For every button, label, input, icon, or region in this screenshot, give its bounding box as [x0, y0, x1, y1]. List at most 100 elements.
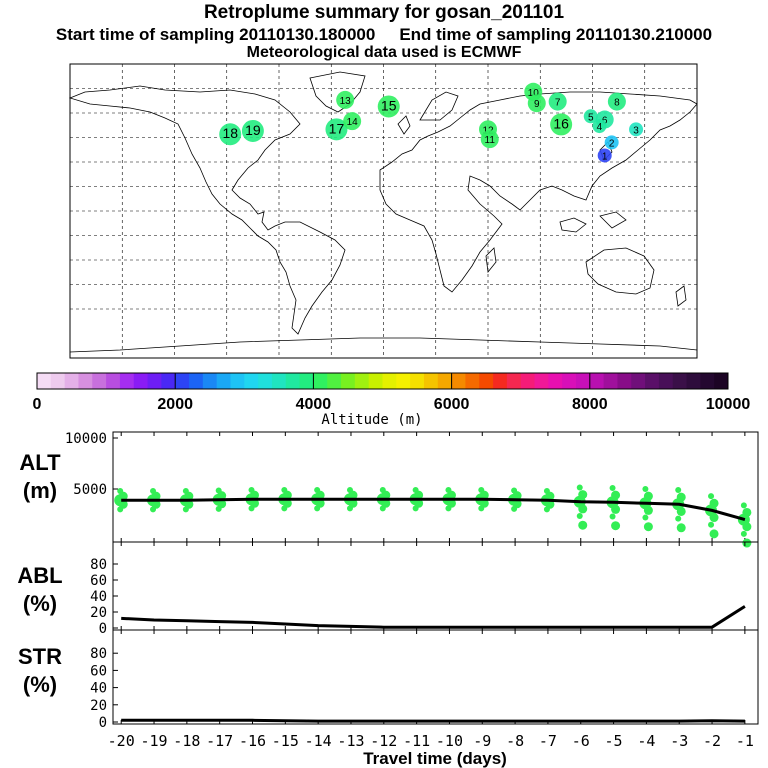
alt-scatter-point — [742, 522, 752, 532]
time-series-panels: 500010000ALT(m)020406080ABL(%)020406080S… — [17, 431, 759, 768]
colorbar-cell — [589, 373, 605, 389]
colorbar-tick-label: 10000 — [706, 396, 751, 413]
alt-scatter-point — [478, 505, 485, 512]
colorbar-cell — [479, 373, 494, 389]
colorbar-cell — [575, 373, 591, 389]
alt-scatter-point — [346, 505, 353, 512]
plume-blob — [241, 119, 264, 142]
day-marker-label: 6 — [602, 116, 608, 127]
plume-blob — [527, 94, 546, 113]
alt-scatter-point — [709, 529, 719, 539]
day-marker-label: 7 — [555, 98, 561, 109]
colorbar-cell — [562, 373, 577, 389]
panel-label-unit: (%) — [23, 591, 57, 616]
series-line — [121, 605, 746, 629]
alt-scatter-point — [675, 487, 682, 494]
y-tick-label: 20 — [90, 605, 107, 621]
x-tick-label: -19 — [140, 732, 167, 750]
colorbar-cell — [672, 373, 688, 389]
x-tick-label: -18 — [173, 732, 200, 750]
alt-scatter-point — [578, 504, 588, 514]
alt-scatter-point — [611, 521, 621, 531]
x-tick-label: -1 — [736, 732, 754, 750]
x-tick-label: -11 — [403, 732, 430, 750]
x-tick-label: -15 — [272, 732, 299, 750]
x-axis-label: Travel time (days) — [363, 749, 507, 768]
colorbar-cell — [465, 373, 480, 389]
colorbar-tick-label: 8000 — [572, 396, 608, 413]
x-tick-label: -2 — [703, 732, 721, 750]
alt-scatter-point — [676, 506, 686, 516]
colorbar-cell — [258, 373, 273, 389]
colorbar-tick-label: 0 — [33, 396, 42, 413]
colorbar-tick-label: 4000 — [296, 396, 332, 413]
x-tick-label: -12 — [370, 732, 397, 750]
colorbar-cell — [133, 373, 149, 389]
alt-scatter-point — [708, 521, 715, 528]
x-tick-label: -17 — [206, 732, 233, 750]
colorbar-cell — [437, 373, 453, 389]
colorbar-cell — [161, 373, 176, 389]
colorbar-cell — [410, 373, 425, 389]
coastlines — [68, 71, 698, 353]
alt-scatter-point — [578, 520, 588, 530]
colorbar-cells — [37, 373, 729, 389]
alt-scatter-point — [609, 484, 616, 491]
colorbar-cell — [645, 373, 660, 389]
plume-blob — [597, 148, 612, 163]
panel-label-name: ABL — [17, 563, 62, 588]
panel-label-unit: (%) — [23, 672, 57, 697]
colorbar-cell — [216, 373, 231, 389]
alt-scatter-point — [117, 506, 124, 513]
start-time-text: Start time of sampling 20110130.180000 — [55, 25, 376, 44]
colorbar-cell — [658, 373, 674, 389]
series-line — [121, 497, 746, 522]
x-tick-label: -10 — [436, 732, 463, 750]
alt-scatter-point — [709, 513, 719, 523]
alt-scatter-point — [611, 504, 621, 514]
day-marker-label: 18 — [222, 125, 238, 141]
alt-scatter-point — [643, 505, 653, 515]
colorbar-cell — [520, 373, 536, 389]
plume-blob — [480, 130, 499, 149]
x-tick-label: -3 — [670, 732, 688, 750]
chart-subtitle-times: Start time of sampling 20110130.180000 En… — [0, 25, 768, 45]
day-marker-label: 10 — [528, 88, 540, 99]
colorbar-cell — [534, 373, 549, 389]
day-marker-label: 15 — [381, 97, 397, 113]
alt-scatter-point — [708, 493, 715, 500]
alt-scatter-point — [609, 513, 616, 520]
colorbar-cell — [423, 373, 439, 389]
colorbar-cell — [686, 373, 701, 389]
colorbar-cell — [147, 373, 162, 389]
day-marker-label: 4 — [597, 122, 603, 133]
day-marker-label: 5 — [588, 112, 594, 123]
plume-blob — [219, 123, 242, 146]
colorbar-cell — [341, 373, 356, 389]
plume-blob — [583, 109, 598, 124]
colorbar-cell — [714, 373, 729, 389]
alt-scatter-point — [576, 513, 583, 520]
day-marker-label: 11 — [485, 135, 496, 146]
alt-scatter-point — [445, 505, 452, 512]
colorbar-cell — [244, 373, 259, 389]
y-tick-label: 0 — [99, 621, 107, 637]
colorbar-cell — [119, 373, 135, 389]
plume-markers: 19181716151413121110987654321 — [219, 82, 644, 163]
colorbar-cell — [92, 373, 107, 389]
colorbar-cell — [271, 373, 287, 389]
colorbar-cell — [368, 373, 383, 389]
panel-frame — [112, 541, 759, 631]
plume-blob — [377, 95, 400, 118]
colorbar-cell — [354, 373, 370, 389]
alt-scatter-point — [182, 506, 189, 513]
plume-blob — [336, 90, 355, 109]
alt-scatter-point — [215, 505, 222, 512]
colorbar-cell — [617, 373, 632, 389]
colorbar-cell — [64, 373, 79, 389]
world-map: 19181716151413121110987654321 — [68, 63, 698, 359]
day-marker-label: 1 — [602, 151, 608, 162]
